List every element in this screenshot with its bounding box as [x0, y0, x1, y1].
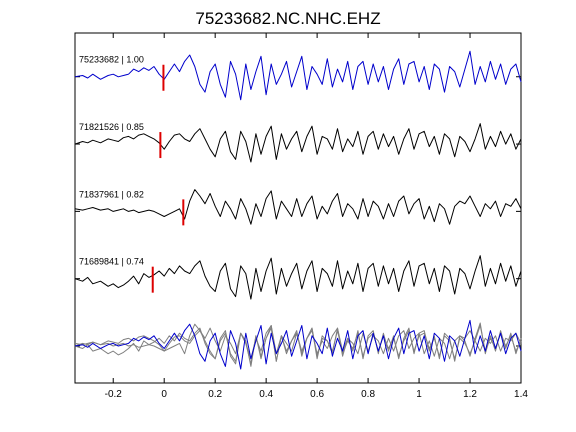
trace-label-4: 71689841 | 0.74	[79, 257, 144, 267]
trace-label-3: 71837961 | 0.82	[79, 189, 144, 199]
x-tick-label: 0	[161, 389, 167, 400]
overlay-trace-3	[74, 323, 522, 360]
trace-line-4	[74, 255, 522, 300]
overlay-stack	[74, 319, 522, 370]
overlay-trace-4	[74, 322, 522, 367]
x-tick-label: 0.4	[259, 389, 273, 400]
trace-group	[74, 50, 522, 300]
x-tick-label: 1.4	[514, 389, 528, 400]
overlay-trace-1	[74, 319, 522, 370]
chart-title: 75233682.NC.NHC.EHZ	[195, 9, 380, 28]
x-tick-label: 1.2	[463, 389, 477, 400]
trace-label-1: 75233682 | 1.00	[79, 55, 144, 65]
x-tick-label: 1	[416, 389, 422, 400]
trace-line-1	[74, 50, 522, 101]
x-tick-label: 0.8	[361, 389, 375, 400]
tick-marks: -0.2 0 0.2 0.4 0.6 0.8 1 1.2 1.4	[75, 33, 528, 400]
trace-labels: 75233682 | 1.00 71821526 | 0.85 71837961 |…	[79, 55, 144, 267]
trace-label-2: 71821526 | 0.85	[79, 122, 144, 132]
x-tick-label: 0.2	[208, 389, 222, 400]
trace-line-3	[74, 189, 522, 225]
x-tick-label: -0.2	[105, 389, 123, 400]
x-tick-label: 0.6	[310, 389, 324, 400]
trace-line-2	[74, 123, 522, 163]
